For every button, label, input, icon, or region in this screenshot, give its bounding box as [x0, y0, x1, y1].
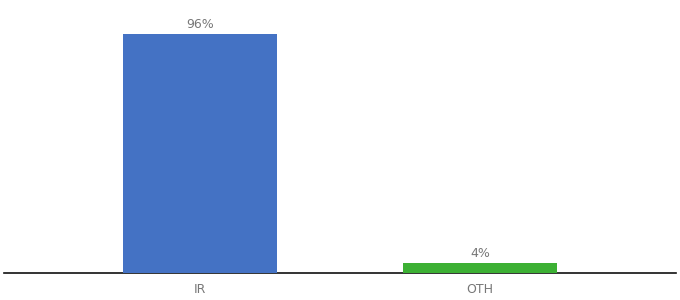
Bar: [123, 34, 277, 273]
Text: 96%: 96%: [186, 18, 214, 31]
Text: 4%: 4%: [470, 247, 490, 260]
Bar: [403, 263, 557, 273]
